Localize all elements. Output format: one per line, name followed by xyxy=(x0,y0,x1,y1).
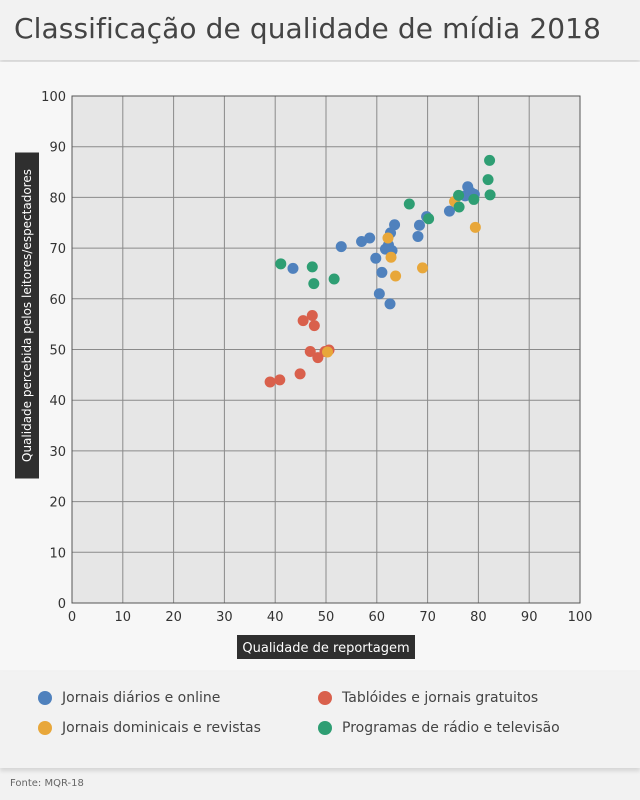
data-point xyxy=(423,213,435,225)
data-point xyxy=(328,273,340,285)
y-tick-label: 30 xyxy=(49,445,66,460)
data-point xyxy=(389,219,401,231)
y-tick-label: 60 xyxy=(49,293,66,308)
data-point xyxy=(335,241,347,253)
data-point xyxy=(297,315,309,327)
data-point xyxy=(413,219,425,231)
x-tick-label: 40 xyxy=(267,610,284,625)
y-tick-label: 10 xyxy=(49,546,66,561)
y-tick-label: 100 xyxy=(41,90,66,105)
data-point xyxy=(469,221,481,233)
data-point xyxy=(373,288,385,300)
y-tick-label: 50 xyxy=(49,344,66,359)
legend-item-tabloids: Tablóides e jornais gratuitos xyxy=(318,690,538,706)
x-tick-label: 50 xyxy=(318,610,335,625)
title-bar: Classificação de qualidade de mídia 2018 xyxy=(0,0,640,60)
data-point xyxy=(390,270,402,282)
x-tick-label: 80 xyxy=(470,610,487,625)
x-tick-label: 30 xyxy=(216,610,233,625)
legend-dot-icon xyxy=(318,691,332,705)
scatter-chart: 0 10 20 30 40 50 60 70 80 90 100 0 10 20 30 40 50 60 70 80 9… xyxy=(15,90,593,659)
data-point xyxy=(468,193,480,205)
data-point xyxy=(364,232,376,244)
data-point xyxy=(382,232,394,244)
data-point xyxy=(370,252,382,264)
legend-dot-icon xyxy=(38,721,52,735)
x-tick-label: 20 xyxy=(165,610,182,625)
y-tick-label: 70 xyxy=(49,242,66,257)
legend-item-daily: Jornais diários e online xyxy=(38,690,220,706)
data-point xyxy=(484,154,496,166)
legend-dot-icon xyxy=(38,691,52,705)
x-axis-label-box xyxy=(237,635,415,659)
y-tick-label: 40 xyxy=(49,394,66,409)
data-point xyxy=(453,189,465,201)
y-tick-label: 80 xyxy=(49,191,66,206)
data-point xyxy=(306,261,318,273)
source-note: Fonte: MQR-18 xyxy=(10,778,84,789)
data-point xyxy=(484,189,496,201)
data-point xyxy=(322,346,334,358)
legend-label: Tablóides e jornais gratuitos xyxy=(342,690,539,706)
data-point xyxy=(453,201,465,213)
data-point xyxy=(417,262,429,274)
data-point xyxy=(274,374,286,386)
data-point xyxy=(384,298,396,310)
data-point xyxy=(443,205,455,217)
data-point xyxy=(308,278,320,290)
data-point xyxy=(306,310,318,322)
legend-label: Programas de rádio e televisão xyxy=(342,720,560,736)
x-axis-label: Qualidade de reportagem xyxy=(242,641,409,656)
legend-item-sunday: Jornais dominicais e revistas xyxy=(38,720,261,736)
data-point xyxy=(403,198,415,210)
y-axis-label-box xyxy=(15,152,39,479)
y-tick-label: 20 xyxy=(49,496,66,511)
data-point xyxy=(412,230,424,242)
data-point xyxy=(482,174,494,186)
data-point xyxy=(308,320,320,332)
data-point xyxy=(304,346,316,358)
data-point xyxy=(294,368,306,380)
y-tick-label: 90 xyxy=(49,141,66,156)
chart-panel: 0 10 20 30 40 50 60 70 80 90 100 0 10 20 30 40 50 60 70 80 9… xyxy=(0,62,640,670)
data-point xyxy=(287,262,299,274)
data-point xyxy=(376,266,388,278)
x-tick-label: 90 xyxy=(521,610,538,625)
legend-item-broadcast: Programas de rádio e televisão xyxy=(318,720,560,736)
y-tick-label: 0 xyxy=(58,597,66,612)
y-axis-label: Qualidade percebida pelos leitores/espec… xyxy=(20,169,34,462)
x-tick-label: 60 xyxy=(369,610,386,625)
legend-dot-icon xyxy=(318,721,332,735)
x-tick-label: 0 xyxy=(68,610,76,625)
legend-label: Jornais diários e online xyxy=(62,690,221,706)
plot-frame xyxy=(71,95,581,604)
chart-title: Classificação de qualidade de mídia 2018 xyxy=(14,12,602,45)
x-tick-label: 10 xyxy=(115,610,132,625)
data-point xyxy=(264,376,276,388)
x-tick-label: 100 xyxy=(568,610,593,625)
data-point xyxy=(275,258,287,270)
x-tick-label: 70 xyxy=(419,610,436,625)
legend: Jornais diários e online Tablóides e jor… xyxy=(0,672,640,768)
data-point xyxy=(385,251,397,263)
legend-label: Jornais dominicais e revistas xyxy=(62,720,261,736)
